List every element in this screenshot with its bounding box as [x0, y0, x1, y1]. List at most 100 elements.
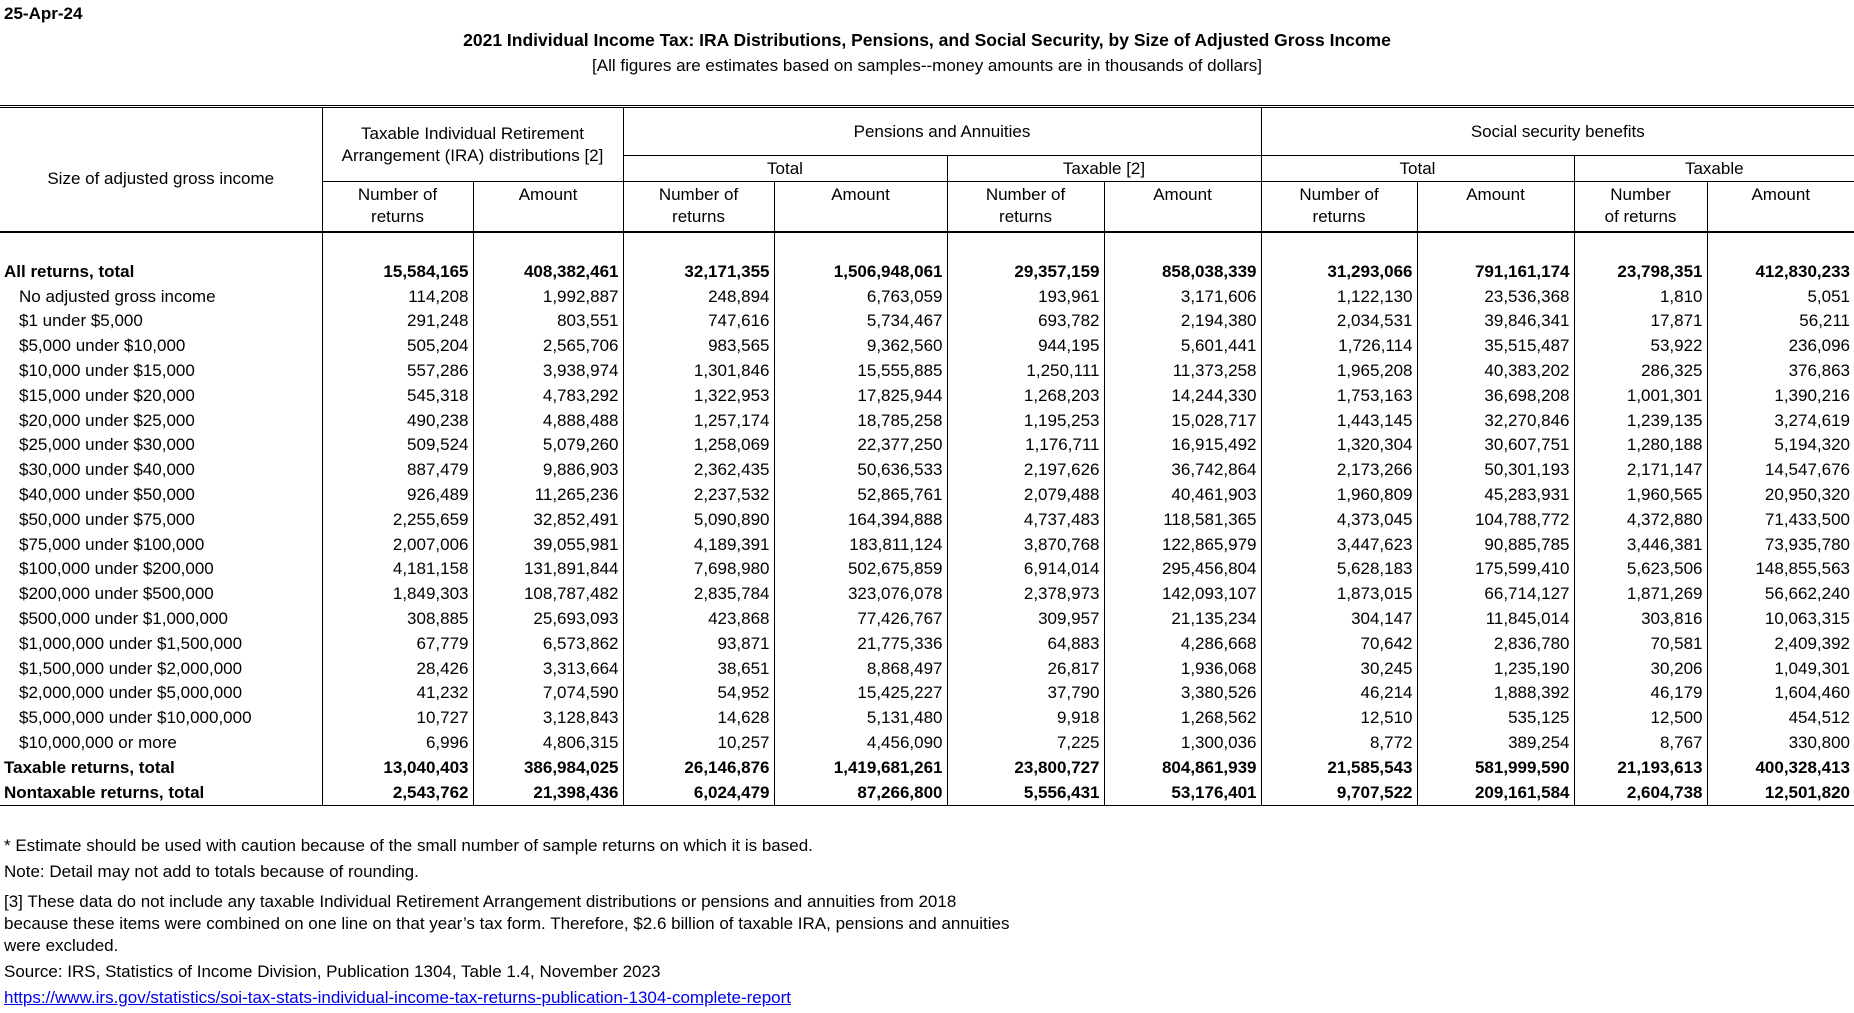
cell-value: 2,409,392 — [1706, 631, 1854, 657]
cell-value: 1,443,145 — [1260, 408, 1418, 434]
table-row: $50,000 under $75,000 2,255,659 32,852,491… — [0, 507, 1854, 533]
cell-value: 3,128,843 — [472, 705, 624, 731]
cell-value: 6,024,479 — [622, 780, 775, 807]
cell-value: 40,383,202 — [1416, 358, 1575, 384]
cell-value: 308,885 — [321, 606, 473, 632]
cell-value: 3,446,381 — [1573, 532, 1708, 558]
cell-value: 1,419,681,261 — [773, 755, 948, 781]
table-row: $15,000 under $20,000 545,318 4,783,292 1,3… — [0, 383, 1854, 409]
header-pensions-total-amount: Amount — [773, 181, 948, 232]
cell-value: 2,197,626 — [946, 457, 1105, 483]
footnote-source: Source: IRS, Statistics of Income Divisi… — [4, 962, 661, 981]
table-row: $40,000 under $50,000 926,489 11,265,236 2,… — [0, 482, 1854, 508]
cell-value: 1,960,565 — [1573, 482, 1708, 508]
page-title: 2021 Individual Income Tax: IRA Distribu… — [463, 30, 1391, 50]
header-ss-taxable-number: Number of returns — [1573, 181, 1708, 232]
cell-value: 1,250,111 — [946, 358, 1105, 384]
cell-value: 21,193,613 — [1573, 755, 1708, 781]
header-ira-amount: Amount — [472, 181, 624, 232]
cell-value: 2,255,659 — [321, 507, 473, 533]
cell-value: 3,938,974 — [472, 358, 624, 384]
cell-value: 9,918 — [946, 705, 1105, 731]
cell-value: 18,785,258 — [773, 408, 948, 434]
source-link[interactable]: https://www.irs.gov/statistics/soi-tax-s… — [4, 988, 792, 1007]
row-label: $75,000 under $100,000 — [19, 534, 205, 554]
row-label: $15,000 under $20,000 — [19, 385, 195, 405]
cell-value: 389,254 — [1416, 730, 1575, 756]
cell-value: 376,863 — [1706, 358, 1854, 384]
cell-value: 142,093,107 — [1103, 581, 1262, 607]
cell-value: 54,952 — [622, 681, 775, 706]
cell-value: 46,214 — [1260, 681, 1418, 706]
cell-value: 747,616 — [622, 309, 775, 334]
cell-value: 8,868,497 — [773, 656, 948, 682]
cell-value: 21,398,436 — [472, 780, 624, 807]
row-label: $2,000,000 under $5,000,000 — [19, 683, 243, 703]
cell-value: 10,727 — [321, 705, 473, 731]
table-row: $20,000 under $25,000 490,238 4,888,488 1,2… — [0, 408, 1854, 434]
cell-value: 23,798,351 — [1573, 259, 1708, 285]
cell-value: 14,244,330 — [1103, 383, 1262, 409]
cell-value: 291,248 — [321, 309, 473, 334]
cell-value: 4,286,668 — [1103, 631, 1262, 657]
row-label: $1 under $5,000 — [19, 311, 143, 331]
cell-value: 41,232 — [321, 681, 473, 706]
cell-value: 1,300,036 — [1103, 730, 1262, 756]
cell-value: 2,378,973 — [946, 581, 1105, 607]
table-row: $1,000,000 under $1,500,000 67,779 6,573,8… — [0, 631, 1854, 657]
cell-value: 944,195 — [946, 333, 1105, 359]
cell-value: 1,849,303 — [321, 581, 473, 607]
cell-value: 11,373,258 — [1103, 358, 1262, 384]
cell-value: 52,865,761 — [773, 482, 948, 508]
cell-value: 5,194,320 — [1706, 433, 1854, 458]
table-row: Nontaxable returns, total 2,543,762 21,398… — [0, 780, 1854, 807]
cell-value: 9,886,903 — [472, 457, 624, 483]
row-label: $50,000 under $75,000 — [19, 509, 195, 529]
header-ira-number: Number of returns — [321, 181, 473, 232]
cell-value: 56,662,240 — [1706, 581, 1854, 607]
cell-value: 3,380,526 — [1103, 681, 1262, 706]
cell-value: 5,628,183 — [1260, 557, 1418, 582]
cell-value: 5,131,480 — [773, 705, 948, 731]
cell-value: 505,204 — [321, 333, 473, 359]
footnote-estimate: * Estimate should be used with caution b… — [4, 836, 813, 855]
cell-value: 209,161,584 — [1416, 780, 1575, 807]
row-label: Nontaxable returns, total — [0, 780, 322, 807]
cell-value: 1,992,887 — [472, 284, 624, 310]
row-label: $5,000,000 under $10,000,000 — [19, 708, 252, 728]
table-row: $500,000 under $1,000,000 308,885 25,693,0… — [0, 606, 1854, 632]
cell-value: 7,698,980 — [622, 557, 775, 582]
cell-value: 3,447,623 — [1260, 532, 1418, 558]
cell-value: 22,377,250 — [773, 433, 948, 458]
footnote-3-line2: because these items were combined on one… — [4, 914, 1010, 933]
cell-value: 1,235,190 — [1416, 656, 1575, 682]
cell-value: 3,870,768 — [946, 532, 1105, 558]
header-ss-taxable-amount: Amount — [1706, 181, 1854, 232]
cell-value: 2,194,380 — [1103, 309, 1262, 334]
row-label: Taxable returns, total — [4, 757, 175, 777]
cell-value: 1,195,253 — [946, 408, 1105, 434]
cell-value: 7,074,590 — [472, 681, 624, 706]
cell-value: 21,585,543 — [1260, 755, 1418, 781]
header-pensions-taxable-amount: Amount — [1103, 181, 1262, 232]
cell-value: 926,489 — [321, 482, 473, 508]
cell-value: 1,301,846 — [622, 358, 775, 384]
report-date: 25-Apr-24 — [4, 4, 83, 23]
cell-value: 1,604,460 — [1706, 681, 1854, 706]
cell-value: 2,171,147 — [1573, 457, 1708, 483]
cell-value: 50,301,193 — [1416, 457, 1575, 483]
table-row: No adjusted gross income 114,208 1,992,887… — [0, 284, 1854, 310]
cell-value: 408,382,461 — [472, 259, 624, 285]
cell-value: 77,426,767 — [773, 606, 948, 632]
row-label: $10,000,000 or more — [19, 733, 177, 753]
cell-value: 39,055,981 — [472, 532, 624, 558]
cell-value: 1,960,809 — [1260, 482, 1418, 508]
cell-value: 6,573,862 — [472, 631, 624, 657]
cell-value: 50,636,533 — [773, 457, 948, 483]
page-subtitle: [All figures are estimates based on samp… — [592, 56, 1262, 75]
cell-value: 2,007,006 — [321, 532, 473, 558]
cell-value: 330,800 — [1706, 730, 1854, 756]
cell-value: 1,268,562 — [1103, 705, 1262, 731]
cell-value: 4,372,880 — [1573, 507, 1708, 533]
header-pensions-total: Total — [622, 155, 948, 182]
